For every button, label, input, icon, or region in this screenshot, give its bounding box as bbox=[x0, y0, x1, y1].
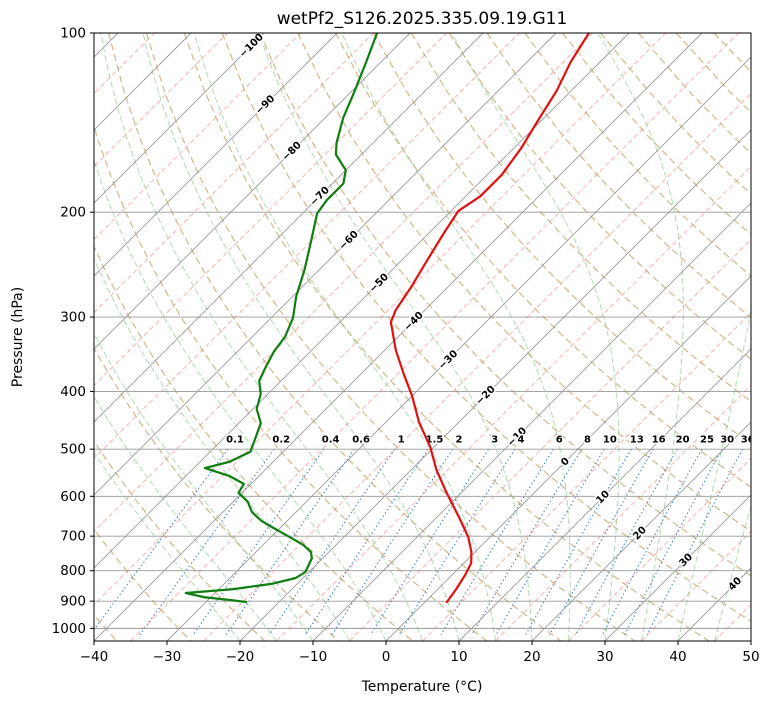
plot-area: −100−90−80−70−60−50−40−30−20−10010203040… bbox=[0, 26, 775, 666]
mixing-ratio-label: 25 bbox=[700, 435, 714, 446]
y-tick-label: 200 bbox=[60, 205, 86, 221]
isotherm-label: 0 bbox=[559, 456, 572, 469]
isotherm-label: −20 bbox=[474, 384, 498, 408]
x-tick-label: 50 bbox=[742, 649, 759, 665]
isotherm-label: −60 bbox=[337, 229, 361, 253]
y-tick-label: 1000 bbox=[52, 621, 86, 637]
x-tick-label: −30 bbox=[153, 649, 182, 665]
mixing-ratio-label: 16 bbox=[652, 435, 666, 446]
mixing-ratio-label: 2 bbox=[455, 435, 462, 446]
mixing-ratio-label: 20 bbox=[676, 435, 690, 446]
x-tick-label: 10 bbox=[450, 649, 467, 665]
chart-title: wetPf2_S126.2025.335.09.19.G11 bbox=[277, 9, 568, 29]
mixing-ratio-label: 10 bbox=[603, 435, 617, 446]
plot-frame bbox=[94, 33, 751, 641]
isotherm-label: −70 bbox=[308, 185, 332, 209]
mixing-ratio-label: 0.1 bbox=[226, 435, 244, 446]
y-tick-label: 900 bbox=[60, 594, 86, 610]
mixing-ratio-label: 6 bbox=[556, 435, 563, 446]
x-axis-label: Temperature (°C) bbox=[361, 679, 483, 695]
x-tick-label: −20 bbox=[226, 649, 255, 665]
mixing-ratio-label: 0.6 bbox=[352, 435, 370, 446]
x-tick-label: 30 bbox=[596, 649, 613, 665]
x-tick-label: −10 bbox=[299, 649, 328, 665]
isotherm-label: 40 bbox=[727, 575, 745, 593]
y-tick-label: 100 bbox=[60, 26, 86, 42]
isotherm-label: −90 bbox=[254, 93, 278, 117]
isotherm-label: −80 bbox=[280, 140, 304, 164]
isotherm-label: 30 bbox=[677, 552, 695, 570]
x-tick-label: −40 bbox=[80, 649, 109, 665]
axis-ticks: 1002003004005006007008009001000−40−30−20… bbox=[52, 26, 760, 666]
isotherm-label: −30 bbox=[437, 348, 461, 372]
y-tick-label: 400 bbox=[60, 384, 86, 400]
x-tick-label: 40 bbox=[669, 649, 686, 665]
mixing-ratio-label: 13 bbox=[630, 435, 644, 446]
y-tick-label: 800 bbox=[60, 563, 86, 579]
plot-background bbox=[0, 33, 775, 641]
x-tick-label: 0 bbox=[382, 649, 391, 665]
y-tick-label: 700 bbox=[60, 529, 86, 545]
mixing-ratio-label: 8 bbox=[584, 435, 591, 446]
mixing-ratio-label: 3 bbox=[491, 435, 498, 446]
grid-line-labels: −100−90−80−70−60−50−40−30−20−10010203040… bbox=[226, 32, 755, 593]
mixing-ratio-label: 4 bbox=[517, 435, 524, 446]
x-tick-label: 20 bbox=[523, 649, 540, 665]
isotherm-label: 10 bbox=[594, 489, 612, 507]
mixing-ratio-label: 0.2 bbox=[272, 435, 290, 446]
isotherm-label: −100 bbox=[238, 32, 266, 60]
y-axis-label: Pressure (hPa) bbox=[10, 287, 26, 387]
y-tick-label: 300 bbox=[60, 310, 86, 326]
isotherm-label: −50 bbox=[368, 272, 392, 296]
y-tick-label: 500 bbox=[60, 442, 86, 458]
y-tick-label: 600 bbox=[60, 489, 86, 505]
mixing-ratio-label: 1 bbox=[398, 435, 405, 446]
mixing-ratio-label: 30 bbox=[720, 435, 734, 446]
mixing-ratio-label: 36 bbox=[741, 435, 755, 446]
mixing-ratio-label: 0.4 bbox=[322, 435, 340, 446]
